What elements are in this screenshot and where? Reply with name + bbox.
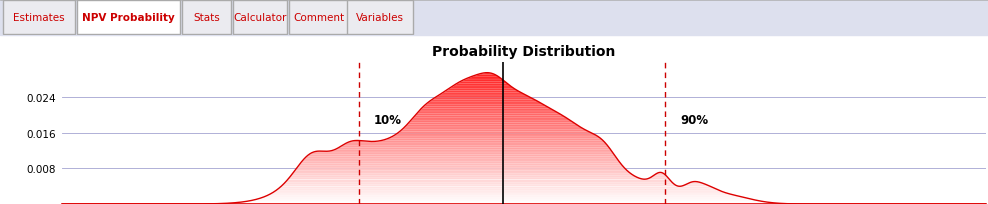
Text: 90%: 90% <box>681 114 708 126</box>
FancyBboxPatch shape <box>233 1 287 35</box>
Text: Stats: Stats <box>193 13 220 23</box>
Text: NPV Probability: NPV Probability <box>82 13 175 23</box>
Text: Estimates: Estimates <box>13 13 65 23</box>
FancyBboxPatch shape <box>182 1 231 35</box>
FancyBboxPatch shape <box>3 1 75 35</box>
Text: Variables: Variables <box>356 13 404 23</box>
Text: Comment: Comment <box>293 13 345 23</box>
FancyBboxPatch shape <box>347 1 413 35</box>
Text: 10%: 10% <box>373 114 402 126</box>
FancyBboxPatch shape <box>77 1 180 35</box>
Text: Probability Distribution: Probability Distribution <box>433 45 616 59</box>
FancyBboxPatch shape <box>289 1 349 35</box>
Text: Calculator: Calculator <box>233 13 287 23</box>
